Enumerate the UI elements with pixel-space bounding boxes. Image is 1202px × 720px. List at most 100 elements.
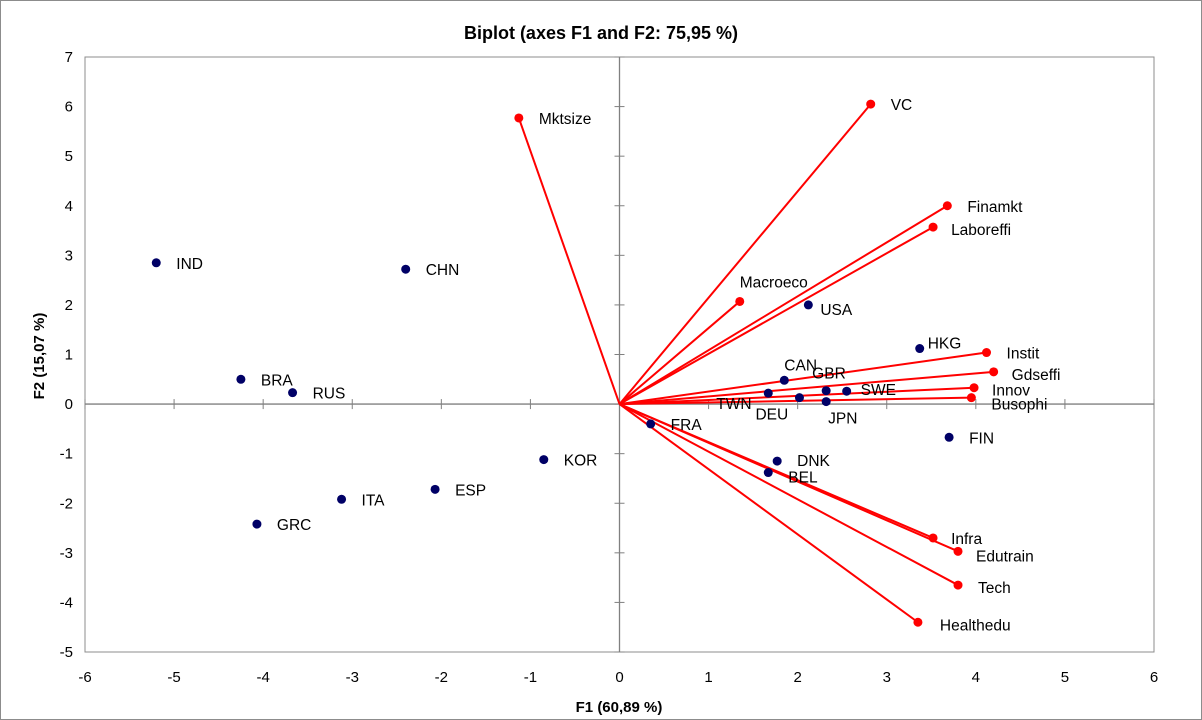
observation-label: DNK [797, 453, 830, 470]
y-tick-label: 1 [65, 347, 73, 364]
chart-title: Biplot (axes F1 and F2: 75,95 %) [464, 23, 738, 43]
y-tick-label: -2 [60, 495, 73, 512]
variable-point [514, 113, 524, 123]
x-tick-label: 4 [972, 669, 980, 686]
variable-label: Gdseffi [1012, 367, 1061, 384]
x-tick-label: -3 [346, 669, 359, 686]
observation-point [763, 388, 773, 398]
observation-point [915, 344, 925, 354]
y-tick-label: 0 [65, 396, 73, 413]
observation-point [401, 264, 411, 274]
x-axis-title: F1 (60,89 %) [576, 699, 663, 716]
observation-label: CHN [426, 262, 460, 279]
x-tick-label: -5 [167, 669, 180, 686]
y-tick-label: 5 [65, 148, 73, 165]
variable-label: Finamkt [967, 199, 1023, 216]
observation-label: HKG [928, 336, 962, 353]
observation-point [944, 432, 954, 442]
x-tick-label: -2 [435, 669, 448, 686]
x-tick-label: 6 [1150, 669, 1158, 686]
observation-label: USA [820, 302, 853, 319]
y-tick-label: -4 [60, 594, 73, 611]
observation-point [337, 494, 347, 504]
observation-point [763, 468, 773, 478]
variable-vector [619, 226, 934, 405]
variable-vector [619, 396, 972, 406]
variable-label: Mktsize [539, 111, 592, 128]
observation-label: TWN [716, 396, 751, 413]
y-tick-label: 2 [65, 297, 73, 314]
variable-point [953, 580, 963, 590]
variable-point [966, 393, 976, 403]
observation-label: BRA [261, 372, 294, 389]
observation-label: IND [176, 256, 203, 273]
variable-vector [618, 403, 919, 624]
axes: -6 -5 -4 -3 -2 -1 0 1 2 3 4 5 6 -5 -4 -3 -2 -1 0 1 2 3 4 5 6 7 [60, 49, 1159, 686]
variable-point [913, 617, 923, 627]
variable-label: Macroeco [740, 274, 808, 291]
variable-label: Healthedu [940, 617, 1011, 634]
variable-vector [619, 370, 994, 406]
y-tick-label: 6 [65, 99, 73, 116]
y-tick-label: 4 [65, 198, 73, 215]
variable-point [969, 383, 979, 393]
observation-point [236, 374, 246, 384]
variable-point [735, 296, 745, 306]
data-points: Mktsize VC Finamkt Laboreffi Macroeco Instit G… [151, 97, 1061, 634]
variable-point [982, 348, 992, 358]
observation-point [430, 484, 440, 494]
observation-label: JPN [828, 411, 857, 428]
variable-label: Busophi [991, 397, 1047, 414]
variable-point [928, 533, 938, 543]
observation-point [252, 519, 262, 529]
variable-point [989, 367, 999, 377]
variable-vector [618, 204, 948, 405]
observation-point [803, 300, 813, 310]
variable-point [928, 222, 938, 232]
y-tick-label: 3 [65, 247, 73, 264]
observation-label: SWE [861, 382, 896, 399]
variable-vector [517, 117, 621, 405]
x-tick-label: 5 [1061, 669, 1069, 686]
variable-label: Instit [1007, 346, 1040, 363]
observation-label: GBR [812, 366, 846, 383]
y-tick-label: 7 [65, 49, 73, 66]
observation-label: CAN [784, 357, 817, 374]
x-tick-label: -1 [524, 669, 537, 686]
observation-label: KOR [564, 453, 598, 470]
observation-label: RUS [313, 386, 346, 403]
observation-point [794, 393, 804, 403]
x-tick-label: 0 [615, 669, 623, 686]
y-axis-title: F2 (15,07 %) [31, 313, 48, 400]
observation-label: ITA [362, 492, 386, 509]
variable-point [953, 546, 963, 556]
observation-point [772, 456, 782, 466]
variable-point [866, 99, 876, 109]
x-tick-label: -6 [78, 669, 91, 686]
observation-point [539, 455, 549, 465]
variable-label: Tech [978, 580, 1011, 597]
observation-point [842, 386, 852, 396]
x-tick-label: 3 [883, 669, 891, 686]
x-tick-label: -4 [256, 669, 269, 686]
observation-point [646, 419, 656, 429]
observation-point [151, 258, 161, 268]
x-tick-label: 2 [793, 669, 801, 686]
observation-label: ESP [455, 482, 486, 499]
variable-label: Innov [992, 383, 1030, 400]
variable-label: Edutrain [976, 548, 1034, 565]
variable-label: VC [891, 97, 913, 114]
y-tick-label: -1 [60, 446, 73, 463]
variable-label: Laboreffi [951, 222, 1011, 239]
x-tick-label: 1 [704, 669, 712, 686]
variable-vector [619, 403, 959, 586]
variable-point [942, 201, 952, 211]
observation-point [821, 386, 831, 396]
observation-point [288, 388, 298, 398]
y-tick-label: -5 [60, 644, 73, 661]
variable-vector [618, 103, 872, 405]
variable-vector [619, 403, 959, 553]
observation-point [821, 397, 831, 407]
observation-point [779, 375, 789, 385]
